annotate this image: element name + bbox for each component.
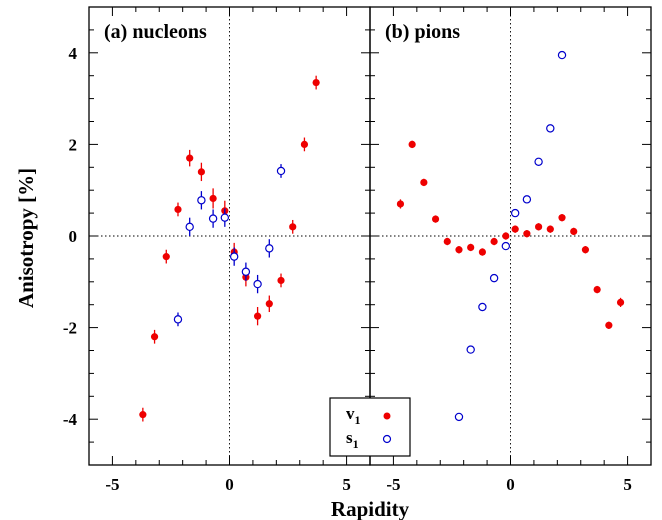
panel-1-series-v1 (396, 140, 625, 329)
chart-data-layer (139, 50, 625, 422)
panel-0-xtick-label: -5 (105, 475, 119, 494)
data-point-v1 (420, 178, 428, 187)
data-point-v1 (431, 215, 440, 223)
panel-0-series-s1 (173, 164, 286, 327)
legend-label-v1: v1 (346, 404, 361, 427)
panel-1-xtick-label: 5 (623, 475, 632, 494)
panel-0-series-v1 (139, 75, 320, 422)
panel-0-xtick-label: 0 (225, 475, 234, 494)
data-point-s1 (276, 166, 286, 176)
data-point-s1 (489, 273, 499, 283)
data-point-v1 (139, 411, 147, 419)
data-point-s1 (522, 195, 532, 204)
data-point-v1 (443, 237, 451, 246)
data-point-s1 (253, 279, 262, 289)
ytick-label: 2 (69, 135, 78, 154)
data-point-v1 (523, 230, 531, 238)
data-point-v1 (408, 140, 416, 148)
data-point-v1 (150, 333, 159, 341)
legend-s1-text: s (346, 428, 353, 447)
data-point-v1 (162, 253, 170, 261)
panel-1-xtick-label: 0 (506, 475, 515, 494)
data-point-v1 (174, 205, 182, 214)
chart-frames (88, 6, 652, 466)
data-point-s1 (478, 302, 487, 312)
data-point-s1 (241, 267, 251, 276)
legend-marker-v1 (383, 412, 391, 420)
data-point-v1 (467, 243, 475, 252)
legend: v1 s1 (329, 397, 411, 457)
data-point-v1 (490, 237, 498, 246)
data-point-s1 (510, 208, 520, 218)
data-point-s1 (265, 244, 274, 253)
data-point-s1 (466, 345, 475, 354)
y-axis-title: Anisotropy [%] (14, 168, 38, 308)
legend-label-s1: s1 (346, 428, 359, 451)
panel-1-xtick-label: -5 (386, 475, 400, 494)
data-point-v1 (605, 321, 613, 329)
data-point-s1 (454, 412, 464, 422)
data-point-s1 (208, 214, 218, 223)
data-point-v1 (478, 248, 486, 256)
data-point-v1 (197, 168, 205, 176)
data-point-v1 (277, 276, 285, 285)
legend-v1-sub: 1 (355, 413, 361, 427)
data-point-v1 (535, 223, 543, 231)
ytick-label: -4 (63, 410, 78, 429)
panel-a-title: (a) nucleons (104, 21, 207, 43)
data-point-v1 (209, 194, 217, 203)
data-point-v1 (455, 246, 463, 254)
data-point-s1 (546, 124, 555, 133)
panel-1-series-s1 (454, 50, 567, 422)
data-point-v1 (254, 312, 262, 320)
chart-labels: Anisotropy [%] Rapidity (a) nucleons (b)… (14, 21, 632, 520)
data-point-v1 (300, 140, 309, 148)
data-point-s1 (534, 157, 543, 167)
data-point-v1 (186, 154, 194, 162)
x-axis-title: Rapidity (331, 497, 410, 520)
legend-marker-s1 (382, 434, 392, 444)
data-point-v1 (570, 227, 578, 236)
data-point-v1 (558, 214, 566, 222)
data-point-s1 (185, 222, 194, 232)
data-point-v1 (396, 200, 405, 208)
data-point-v1 (289, 223, 297, 231)
ytick-label: 0 (69, 227, 78, 246)
ytick-label: -2 (63, 319, 77, 338)
data-point-s1 (220, 213, 230, 222)
legend-s1-sub: 1 (353, 437, 359, 451)
panel-b-title: (b) pions (385, 21, 460, 43)
data-point-v1 (581, 246, 590, 254)
ytick-label: 4 (69, 44, 78, 63)
data-point-s1 (229, 252, 239, 261)
data-point-s1 (197, 196, 206, 205)
data-point-v1 (265, 300, 273, 308)
data-point-s1 (557, 50, 567, 60)
data-point-v1 (511, 225, 519, 233)
legend-box (329, 397, 411, 457)
data-point-v1 (502, 232, 510, 240)
data-point-v1 (312, 78, 320, 87)
panel-0-xtick-label: 5 (342, 475, 351, 494)
data-point-v1 (546, 225, 554, 233)
data-point-s1 (173, 315, 183, 324)
data-point-s1 (501, 241, 511, 251)
legend-v1-text: v (346, 404, 355, 423)
data-point-v1 (593, 285, 601, 294)
data-point-v1 (616, 298, 625, 307)
